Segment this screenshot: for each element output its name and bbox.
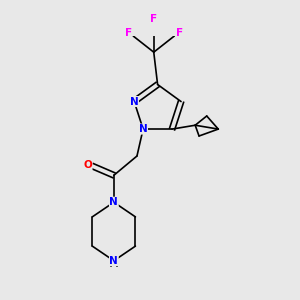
Text: F: F [150,14,157,24]
Text: F: F [176,28,183,38]
Text: N: N [130,97,139,106]
Text: F: F [125,28,132,38]
Text: O: O [83,160,92,170]
Text: N: N [139,124,148,134]
Text: N: N [110,256,118,266]
Text: N: N [110,197,118,207]
